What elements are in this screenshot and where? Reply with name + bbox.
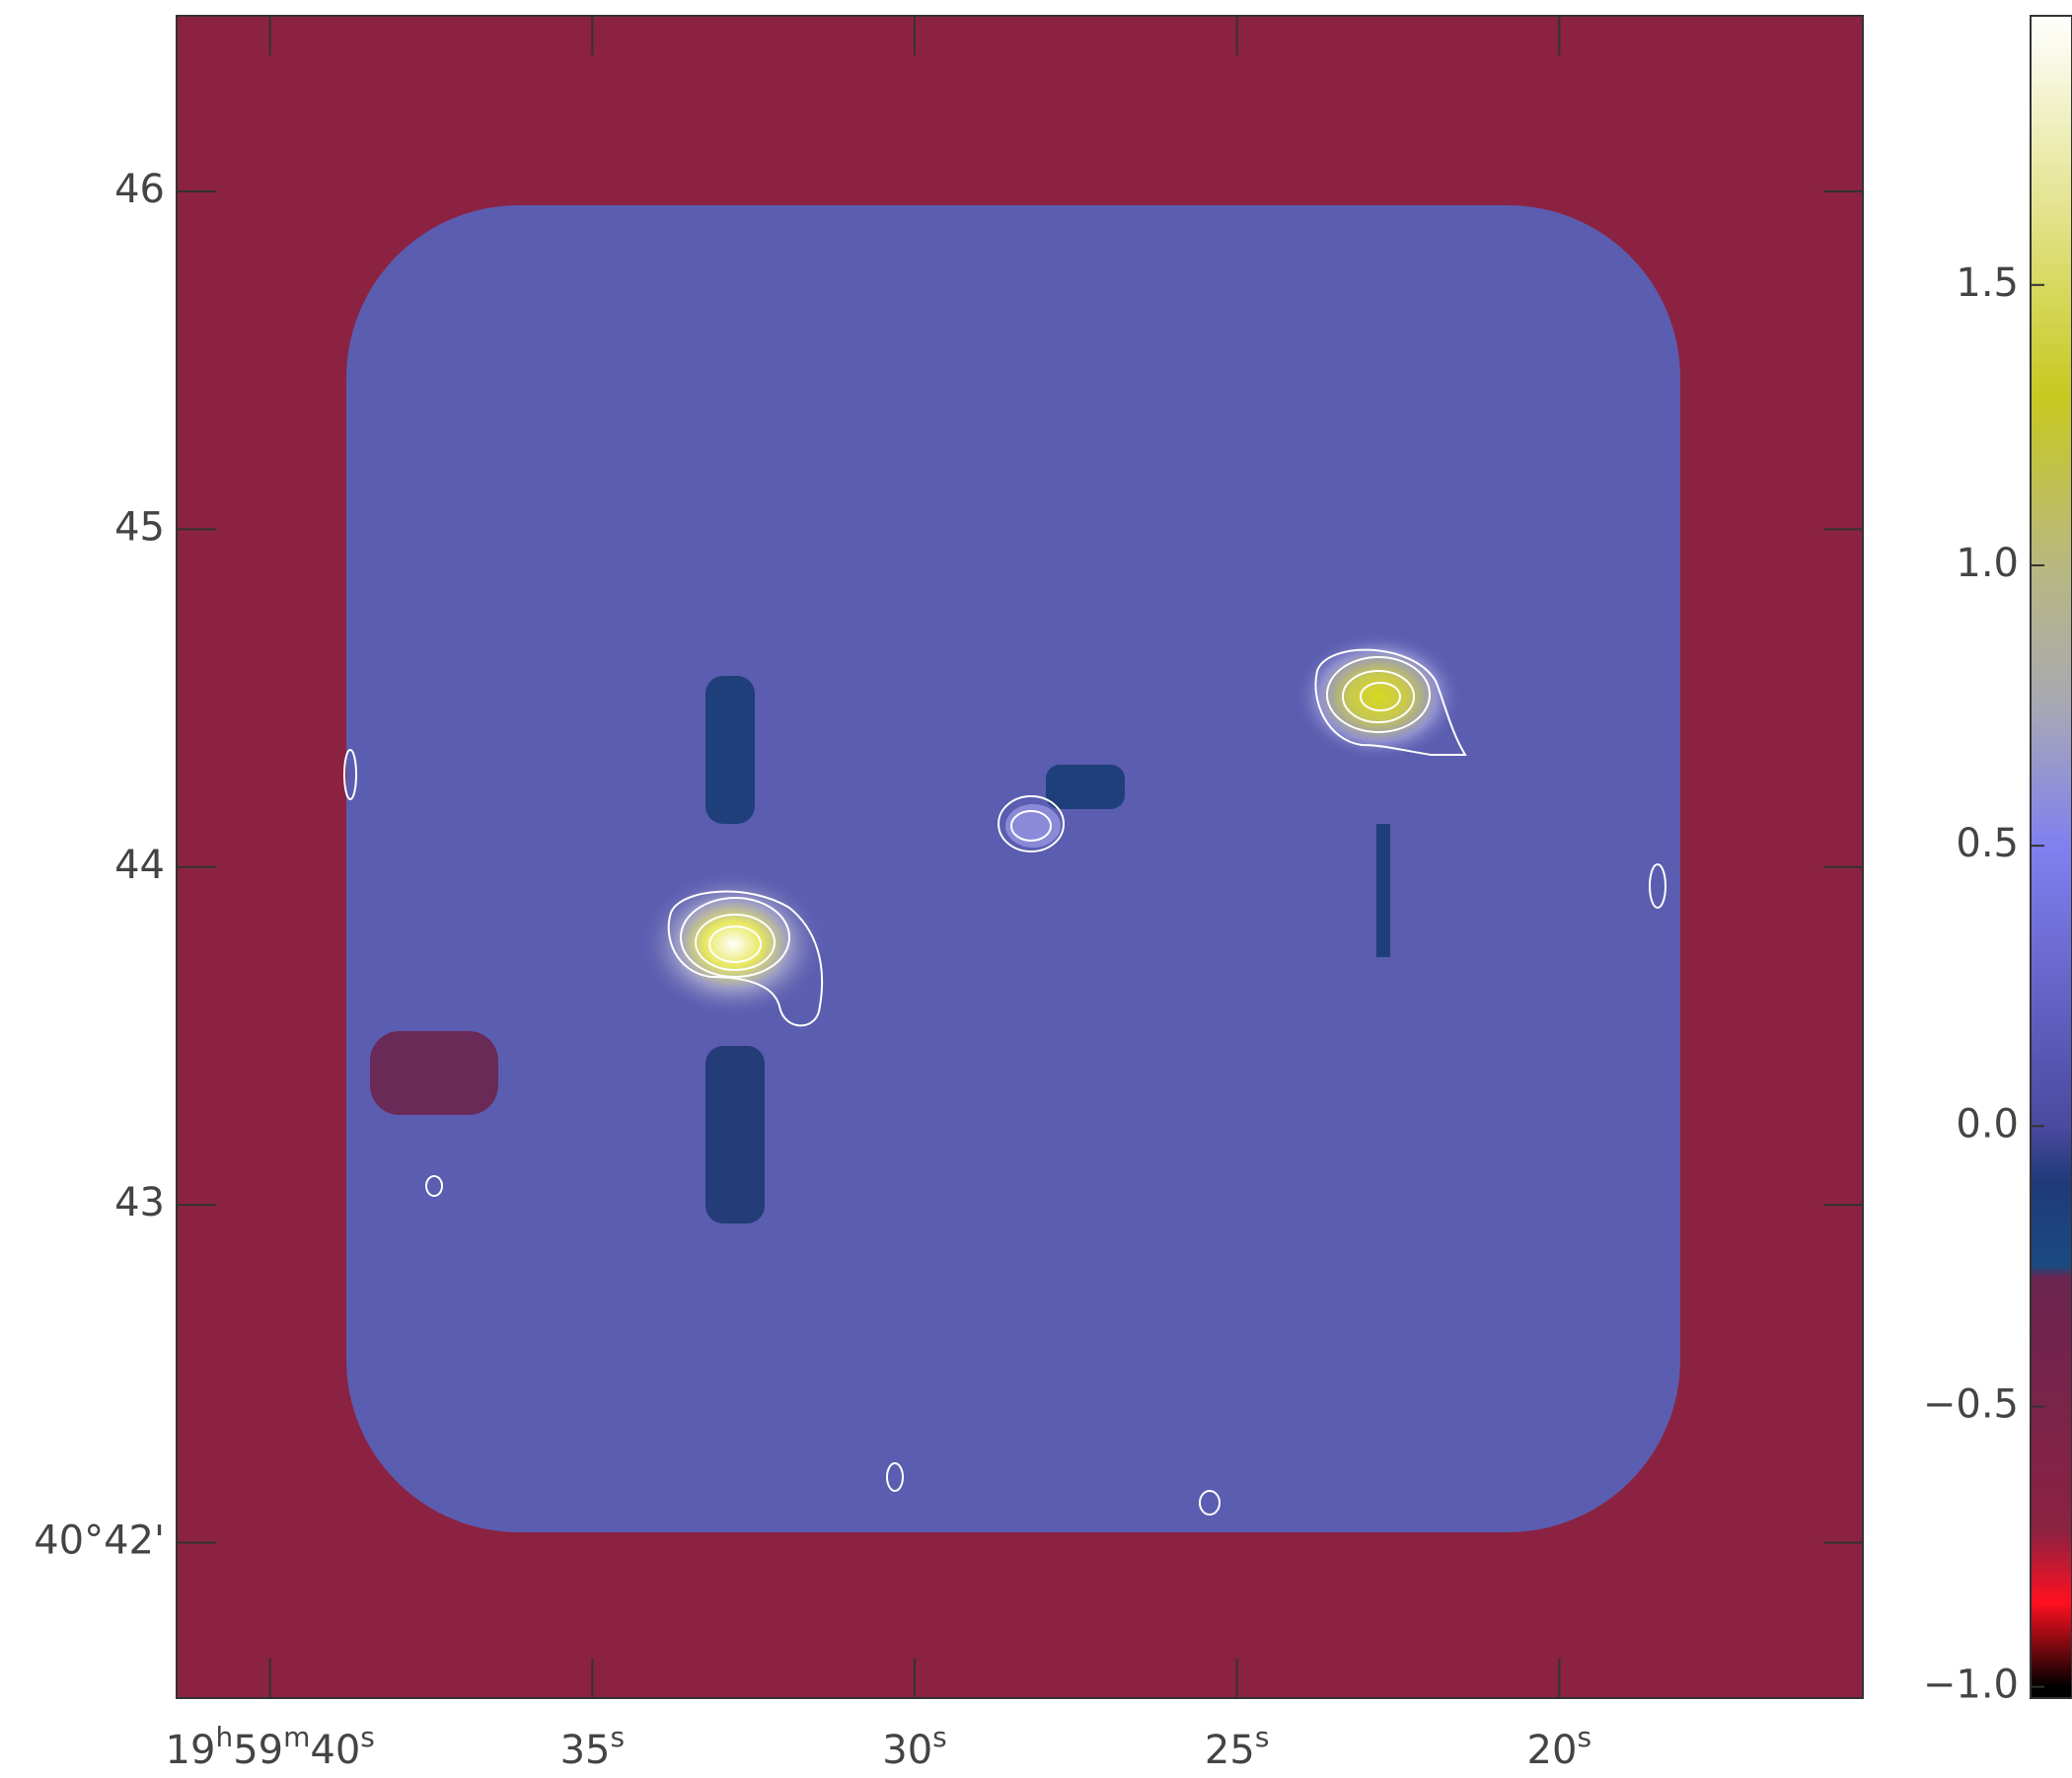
dark-blob (1046, 765, 1125, 809)
contours (343, 648, 1666, 1516)
contour (1314, 648, 1467, 756)
colorbar-tick-label: −0.5 (1923, 1381, 2019, 1427)
contour (1342, 670, 1415, 723)
contour (343, 749, 357, 800)
contour (1199, 1490, 1221, 1516)
contour (425, 1175, 443, 1197)
sky-image (176, 15, 1864, 1699)
y-tick-label: 44 (114, 843, 165, 888)
contour (1360, 682, 1401, 711)
colorbar-tick-label: 0.0 (1956, 1101, 2019, 1147)
dark-blob (705, 676, 755, 824)
colorbar-tick-label: 1.0 (1956, 541, 2019, 586)
contour (1010, 810, 1052, 842)
contour (667, 890, 824, 1027)
colorbar-tick-label: 0.5 (1956, 821, 2019, 866)
contour (886, 1462, 904, 1492)
x-tick-label: 20s (1527, 1721, 1592, 1773)
y-tick-label: 43 (114, 1180, 165, 1225)
contour (680, 897, 790, 978)
contour (1326, 656, 1431, 733)
colorbar-tick-label: −1.0 (1923, 1663, 2019, 1708)
x-tick-label: 35s (560, 1721, 626, 1773)
y-tick-label: 40°42' (34, 1519, 165, 1564)
y-tick-label: 46 (114, 167, 165, 212)
colorbar (2030, 15, 2072, 1699)
colorbar-tick-label: 1.5 (1956, 260, 2019, 306)
field (346, 205, 1680, 1532)
source (1295, 632, 1462, 761)
contour (1649, 863, 1666, 909)
contour (998, 795, 1065, 852)
x-tick-label: 25s (1205, 1721, 1270, 1773)
contour (708, 926, 762, 963)
contour (695, 914, 776, 971)
source (639, 870, 827, 1018)
x-tick-label: 19h59m40s (166, 1721, 375, 1773)
dark-blob (370, 1031, 498, 1115)
y-tick-label: 45 (114, 504, 165, 550)
dark-blob (1376, 824, 1390, 957)
x-tick-label: 30s (882, 1721, 947, 1773)
dark-blob (705, 1046, 765, 1223)
plot-frame (176, 15, 1864, 1699)
